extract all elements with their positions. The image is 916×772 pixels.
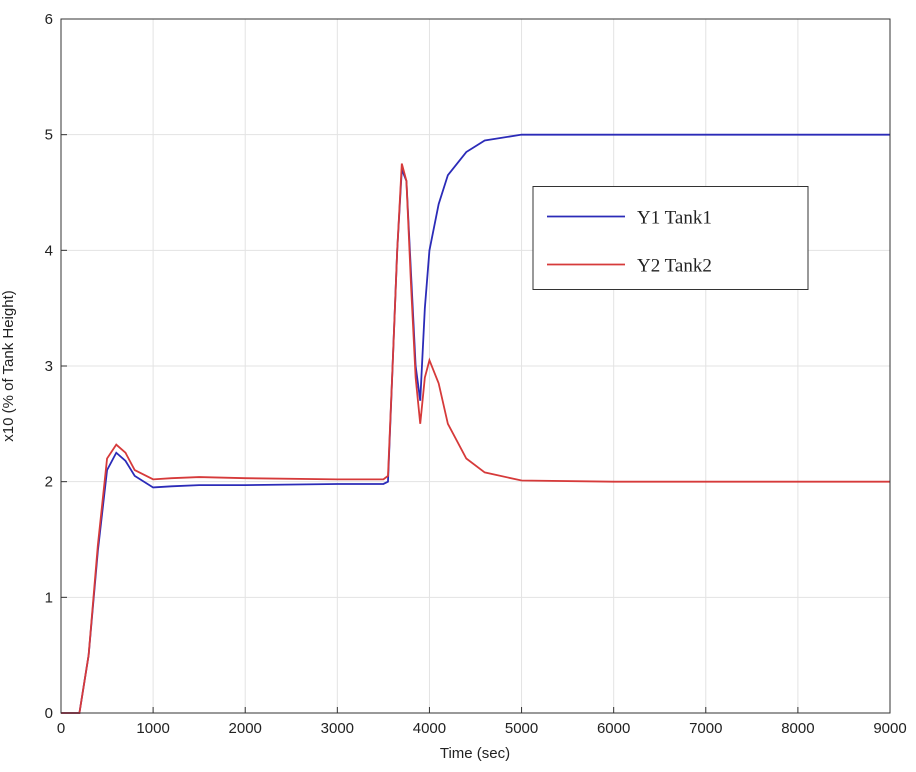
x-tick-label: 6000 [597,720,630,737]
y-tick-label: 6 [45,11,53,28]
x-tick-label: 7000 [689,720,722,737]
legend-label: Y1 Tank1 [637,208,712,229]
x-tick-label: 0 [57,720,65,737]
y-tick-label: 2 [45,474,53,491]
legend-label: Y2 Tank2 [637,256,712,277]
plot-area [61,133,890,714]
axes-box [60,18,891,714]
x-tick-label: 1000 [136,720,169,737]
x-axis-label: Time (sec) [440,745,510,762]
y-tick-label: 0 [45,705,53,722]
x-tick-label: 8000 [781,720,814,737]
series-line [61,163,890,714]
y-tick-label: 4 [45,242,53,259]
x-tick-label: 4000 [413,720,446,737]
x-tick-label: 2000 [229,720,262,737]
x-tick-label: 9000 [873,720,906,737]
y-axis-label: x10 (% of Tank Height) [0,290,17,441]
y-tick-label: 5 [45,127,53,144]
y-tick-label: 3 [45,358,53,375]
y-tick-label: 1 [45,589,53,606]
x-tick-label: 3000 [321,720,354,737]
x-tick-label: 5000 [505,720,538,737]
legend-box [532,186,809,290]
